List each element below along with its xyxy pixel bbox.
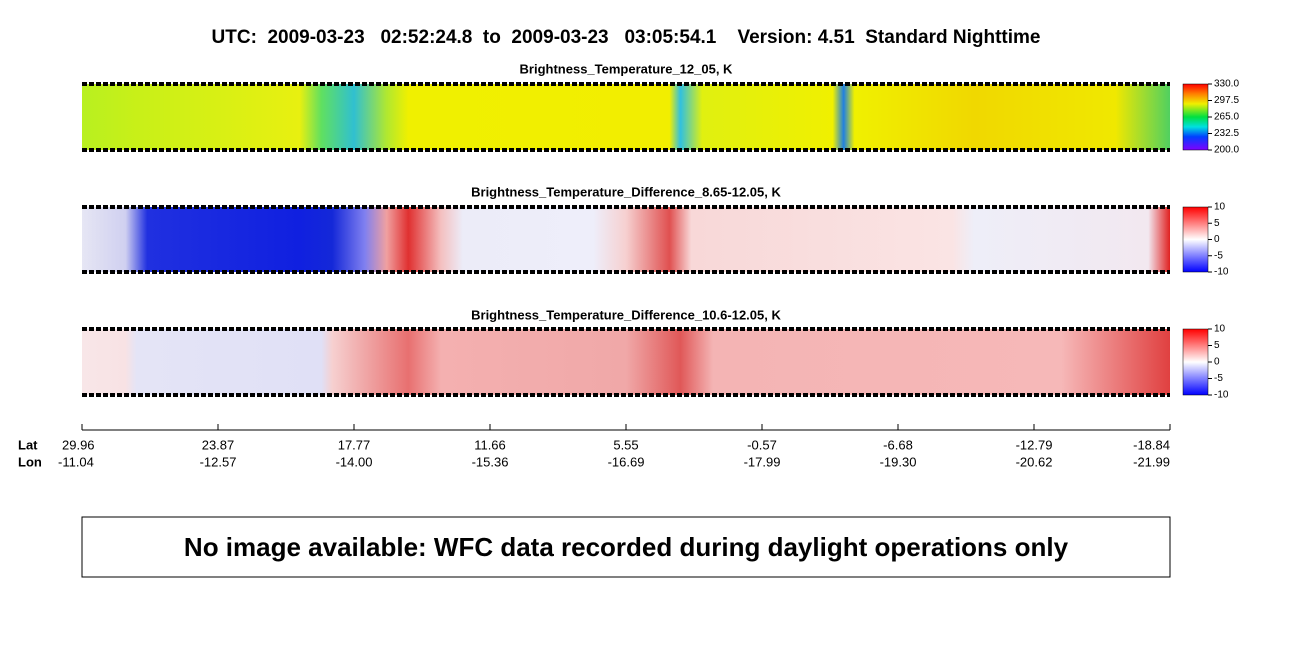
colorbar-tick-label: 5 <box>1214 340 1220 351</box>
title: UTC: 2009-03-23 02:52:24.8 to 2009-03-23… <box>212 27 1041 48</box>
colorbar-tick-label: 297.5 <box>1214 95 1239 106</box>
lat-tick-label: 11.66 <box>474 437 506 452</box>
lat-tick-label: -6.68 <box>883 437 913 452</box>
lon-tick-label: -12.57 <box>200 454 237 469</box>
colorbar-tick-label: 265.0 <box>1214 112 1239 123</box>
colorbar-tick-label: -5 <box>1214 250 1223 261</box>
lon-tick-label: -15.36 <box>472 454 509 469</box>
colorbar <box>1182 328 1209 396</box>
lat-tick-label: -18.84 <box>1133 437 1170 452</box>
heatmap <box>82 207 1170 272</box>
colorbar-tick-label: 0 <box>1214 234 1220 245</box>
panel-title: Brightness_Temperature_12_05, K <box>520 61 734 76</box>
lat-label: Lat <box>18 437 38 452</box>
lon-label: Lon <box>18 454 42 469</box>
colorbar-tick-label: 232.5 <box>1214 128 1239 139</box>
lat-tick-label: 23.87 <box>202 437 235 452</box>
lon-tick-label: -16.69 <box>608 454 645 469</box>
panel-title: Brightness_Temperature_Difference_8.65-1… <box>471 184 781 199</box>
panel-title: Brightness_Temperature_Difference_10.6-1… <box>471 307 781 322</box>
lon-tick-label: -20.62 <box>1016 454 1053 469</box>
heatmap <box>82 329 1170 395</box>
colorbar-tick-label: -10 <box>1214 390 1229 401</box>
colorbar <box>1182 83 1209 151</box>
colorbar-tick-label: 0 <box>1214 357 1220 368</box>
colorbar-tick-label: -5 <box>1214 373 1223 384</box>
panel-2 <box>82 206 1209 273</box>
heatmap <box>82 84 1170 150</box>
colorbar <box>1182 206 1209 273</box>
colorbar-tick-label: 10 <box>1214 202 1226 213</box>
lat-tick-label: 29.96 <box>62 437 95 452</box>
colorbar-tick-label: 10 <box>1214 324 1226 335</box>
notice: No image available: WFC data recorded du… <box>184 532 1069 562</box>
lat-tick-label: -0.57 <box>747 437 777 452</box>
lat-tick-label: 5.55 <box>613 437 638 452</box>
lon-tick-label: -19.30 <box>880 454 917 469</box>
colorbar-tick-label: -10 <box>1214 267 1229 278</box>
colorbar-tick-label: 330.0 <box>1214 79 1239 90</box>
notice-box <box>81 516 1171 578</box>
lon-tick-label: -11.04 <box>58 454 94 469</box>
colorbar-tick-label: 200.0 <box>1214 145 1239 156</box>
lon-tick-label: -17.99 <box>744 454 781 469</box>
colorbar-tick-label: 5 <box>1214 218 1220 229</box>
lat-tick-label: 17.77 <box>338 437 371 452</box>
lat-tick-label: -12.79 <box>1016 437 1053 452</box>
scan-borders <box>82 82 1170 397</box>
lon-tick-label: -14.00 <box>336 454 373 469</box>
panel-3 <box>82 328 1209 396</box>
panel-1 <box>82 83 1209 151</box>
lon-tick-label: -21.99 <box>1133 454 1170 469</box>
